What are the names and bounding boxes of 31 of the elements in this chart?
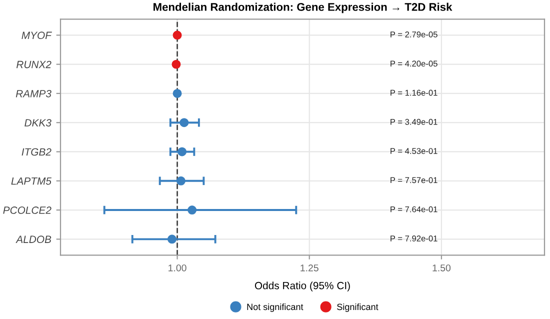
- point: [172, 30, 182, 40]
- annotation: P = 7.57e-01: [390, 177, 438, 184]
- x-tick-label: 1.25: [300, 264, 318, 272]
- legend-label: Significant: [337, 303, 378, 312]
- point: [167, 234, 176, 244]
- point: [180, 118, 189, 128]
- legend-label: Not significant: [247, 303, 304, 312]
- annotation: P = 7.92e-01: [390, 236, 438, 242]
- annotation: P = 3.49e-01: [390, 118, 438, 125]
- y-tick-label: RAMP3: [16, 90, 52, 98]
- annotation: P = 2.79e-05: [390, 32, 438, 38]
- chart-title: Mendelian Randomization: Gene Expression → T2D Risk: [154, 2, 452, 14]
- annotation: P = 4.20e-05: [390, 60, 438, 67]
- y-tick-label: ITGB2: [22, 148, 52, 156]
- annotation: P = 1.16e-01: [390, 90, 438, 96]
- y-tick-label: RUNX2: [16, 60, 52, 68]
- y-tick-label: ALDOB: [16, 236, 52, 244]
- x-tick-label: 1.50: [432, 264, 451, 272]
- y-tick-label: MYOF: [22, 32, 52, 40]
- y-tick-label: PCOLCE2: [3, 206, 52, 214]
- point: [172, 88, 182, 98]
- y-tick-label: LAPTM5: [11, 177, 52, 185]
- y-tick-label: DKK3: [24, 119, 52, 126]
- x-tick-label: 1.00: [168, 264, 186, 272]
- annotation: P = 7.64e-01: [390, 206, 438, 212]
- point: [188, 206, 197, 215]
- annotation: P = 4.53e-01: [390, 148, 438, 154]
- point: [172, 60, 181, 69]
- x-axis-title: Odds Ratio (95% CI): [254, 282, 350, 292]
- point: [178, 147, 187, 156]
- point: [176, 176, 186, 186]
